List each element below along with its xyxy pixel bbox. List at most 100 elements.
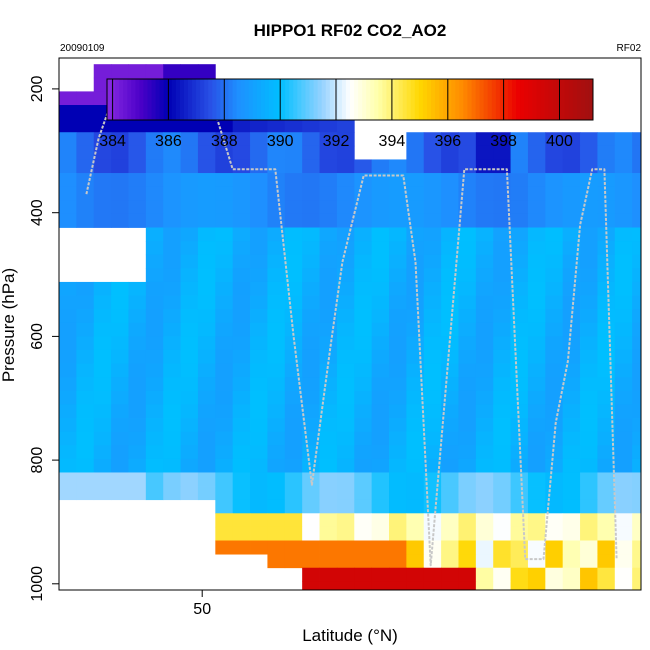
heatmap-cell — [423, 322, 442, 337]
heatmap-cell — [441, 309, 459, 324]
heatmap-cell — [597, 418, 616, 433]
heatmap-cell — [163, 254, 181, 269]
heatmap-cell — [180, 418, 199, 433]
heatmap-cell — [562, 295, 581, 310]
colorbar-swatch — [123, 79, 128, 120]
heatmap-cell — [527, 513, 546, 528]
colorbar-swatch — [447, 79, 452, 120]
heatmap-cell — [267, 159, 286, 174]
heatmap-cell — [59, 173, 77, 188]
heatmap-cell — [284, 200, 303, 215]
heatmap-cell — [493, 554, 511, 569]
heatmap-cell — [180, 227, 199, 242]
heatmap-cell — [597, 241, 616, 256]
heatmap-cell — [371, 309, 390, 324]
heatmap-cell — [111, 295, 129, 310]
heatmap-cell — [267, 554, 286, 569]
heatmap-cell — [319, 431, 338, 446]
heatmap-cell — [59, 309, 77, 324]
heatmap-cell — [371, 431, 390, 446]
heatmap-cell — [163, 295, 181, 310]
colorbar-swatch — [370, 79, 375, 120]
y-tick-label: 1000 — [29, 566, 46, 602]
heatmap-cell — [562, 132, 581, 147]
heatmap-cell — [163, 227, 181, 242]
heatmap-cell — [389, 173, 407, 188]
heatmap-cell — [197, 390, 216, 405]
heatmap-cell — [267, 173, 286, 188]
heatmap-cell — [423, 458, 442, 473]
heatmap-cell — [284, 309, 303, 324]
heatmap-cell — [475, 445, 494, 460]
heatmap-cell — [336, 295, 355, 310]
colorbar-swatch — [224, 79, 229, 120]
heatmap-cell — [145, 390, 164, 405]
heatmap-cell — [163, 213, 181, 228]
heatmap-cell — [493, 418, 511, 433]
heatmap-cell — [128, 309, 147, 324]
heatmap-cell — [319, 581, 338, 591]
heatmap-cell — [128, 431, 147, 446]
heatmap-cell — [458, 581, 477, 591]
heatmap-cell — [389, 458, 407, 473]
heatmap-cell — [163, 186, 181, 201]
heatmap-cell — [180, 486, 199, 501]
heatmap-cell — [319, 295, 338, 310]
heatmap-cell — [59, 472, 77, 487]
heatmap-cell — [614, 322, 633, 337]
heatmap-cell — [527, 322, 546, 337]
heatmap-cell — [562, 390, 581, 405]
heatmap-cell — [267, 404, 286, 419]
heatmap-cell — [632, 581, 642, 591]
heatmap-cell — [493, 404, 511, 419]
heatmap-cell — [458, 322, 477, 337]
heatmap-cell — [597, 145, 616, 160]
heatmap-cell — [163, 200, 181, 215]
heatmap-cell — [93, 404, 112, 419]
colorbar-swatch — [171, 79, 177, 120]
heatmap-cell — [406, 322, 425, 337]
heatmap-cell — [614, 404, 633, 419]
heatmap-cell — [145, 173, 164, 188]
heatmap-cell — [267, 322, 286, 337]
heatmap-cell — [111, 200, 129, 215]
heatmap-cell — [163, 132, 181, 147]
heatmap-cell — [441, 173, 459, 188]
colorbar-swatch — [475, 79, 481, 120]
heatmap-cell — [180, 377, 199, 392]
colorbar-swatch — [183, 79, 189, 120]
heatmap-cell — [510, 186, 529, 201]
heatmap-cell — [215, 295, 234, 310]
heatmap-cell — [632, 418, 642, 433]
heatmap-cell — [250, 418, 268, 433]
heatmap-cell — [145, 118, 164, 133]
heatmap-cell — [423, 390, 442, 405]
heatmap-cell — [163, 486, 181, 501]
heatmap-cell — [128, 64, 147, 79]
heatmap-cell — [319, 458, 338, 473]
heatmap-cell — [180, 213, 199, 228]
heatmap-cell — [458, 390, 477, 405]
heatmap-cell — [475, 227, 494, 242]
heatmap-cell — [580, 281, 598, 296]
heatmap-cell — [354, 445, 373, 460]
heatmap-cell — [232, 159, 251, 174]
heatmap-cell — [580, 295, 598, 310]
heatmap-cell — [493, 377, 511, 392]
heatmap-cell — [354, 377, 373, 392]
heatmap-cell — [597, 458, 616, 473]
heatmap-cell — [580, 349, 598, 364]
heatmap-cell — [371, 404, 390, 419]
heatmap-cell — [527, 581, 546, 591]
heatmap-cell — [250, 349, 268, 364]
heatmap-cell — [354, 404, 373, 419]
heatmap-cell — [336, 213, 355, 228]
heatmap-cell — [319, 418, 338, 433]
heatmap-cell — [493, 268, 511, 283]
heatmap-cell — [128, 472, 147, 487]
heatmap-cell — [493, 213, 511, 228]
heatmap-cell — [545, 554, 564, 569]
heatmap-cell — [527, 268, 546, 283]
heatmap-cell — [441, 200, 459, 215]
heatmap-cell — [545, 499, 564, 514]
